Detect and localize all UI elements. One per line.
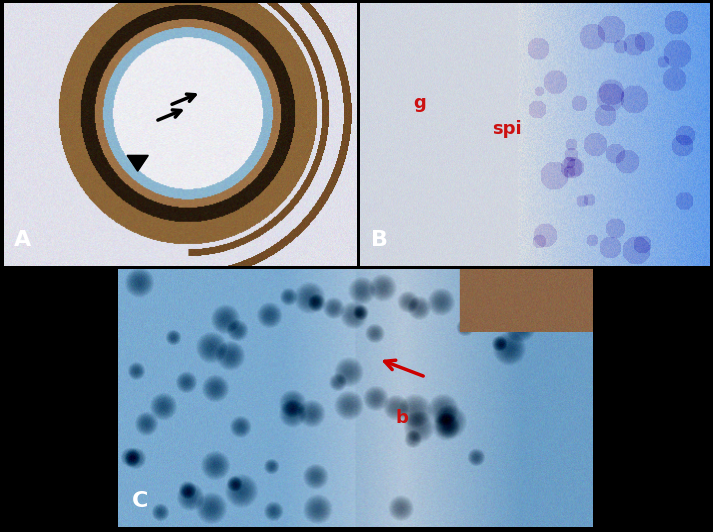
Text: C: C	[132, 491, 148, 511]
Text: B: B	[371, 230, 388, 250]
Text: g: g	[413, 94, 426, 112]
Text: spi: spi	[492, 120, 522, 138]
Text: A: A	[14, 230, 31, 250]
Text: b: b	[396, 409, 409, 427]
Polygon shape	[127, 155, 148, 171]
